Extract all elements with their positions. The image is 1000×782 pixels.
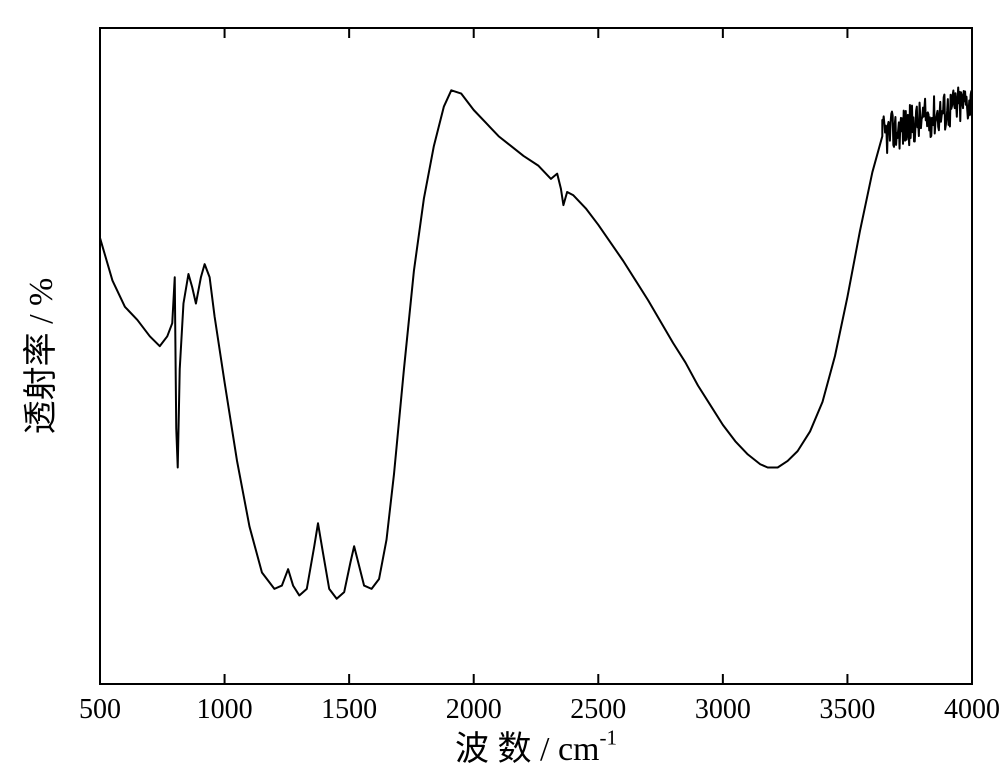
svg-text:2500: 2500 — [570, 694, 626, 725]
chart-background — [0, 0, 1000, 782]
svg-text:4000: 4000 — [944, 694, 1000, 725]
svg-text:1000: 1000 — [197, 694, 253, 725]
svg-text:3000: 3000 — [695, 694, 751, 725]
svg-text:1500: 1500 — [321, 694, 377, 725]
ir-spectrum-chart: 500 1000 1500 2000 2500 3000 3500 4000 波 数 / cm… — [0, 0, 1000, 782]
svg-text:3500: 3500 — [819, 694, 875, 725]
x-axis-label: 波 数 / cm-1 — [455, 726, 617, 768]
svg-text:2000: 2000 — [446, 694, 502, 725]
y-axis-label: 透射率 / % — [22, 278, 60, 435]
chart-svg: 500 1000 1500 2000 2500 3000 3500 4000 波 数 / cm… — [0, 0, 1000, 782]
svg-text:500: 500 — [79, 694, 121, 725]
